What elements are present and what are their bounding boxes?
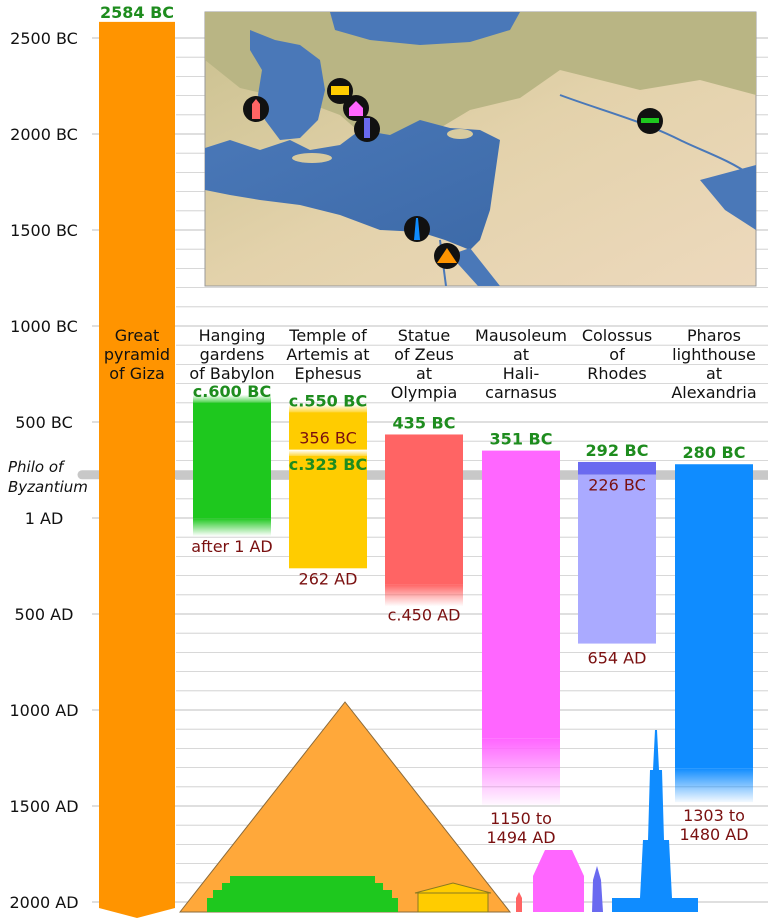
marker-babylon	[637, 108, 663, 134]
name-pharos: at	[706, 364, 722, 383]
map-gulf	[700, 165, 756, 230]
end-label-pharos: 1480 AD	[679, 825, 748, 844]
zeus-silhouette	[516, 892, 522, 912]
name-pharos: Pharos	[687, 326, 741, 345]
name-mausoleum: carnasus	[485, 383, 557, 402]
name-gardens: gardens	[200, 345, 265, 364]
name-colossus: Rhodes	[587, 364, 646, 383]
gap-start-label-artemis: 356 BC	[299, 429, 357, 448]
active-end-label-colossus: 226 BC	[588, 476, 646, 495]
name-zeus: of Zeus	[394, 345, 454, 364]
map-aegean	[250, 30, 325, 140]
name-artemis: Temple of	[288, 326, 367, 345]
y-tick-label: 1500 BC	[10, 221, 78, 240]
philo-label: Philo of	[8, 458, 66, 476]
gardens-silhouette	[207, 876, 398, 912]
wonder-bars	[99, 21, 753, 918]
map-cyprus	[447, 129, 473, 139]
name-artemis: Ephesus	[294, 364, 361, 383]
mediterranean-map	[204, 11, 757, 287]
name-pharos: lighthouse	[672, 345, 756, 364]
y-tick-label: 500 BC	[15, 413, 73, 432]
name-pyramid: of Giza	[109, 364, 165, 383]
gap-end-label-artemis: c.323 BC	[289, 455, 367, 474]
y-tick-label: 1000 BC	[10, 317, 78, 336]
bar-pharos-fadeout	[675, 768, 753, 803]
start-label-pharos: 280 BC	[683, 443, 746, 462]
bar-pharos	[675, 464, 753, 769]
name-pyramid: Great	[115, 326, 160, 345]
bar-artemis-fadein2	[289, 449, 367, 458]
y-tick-label: 2000 BC	[10, 125, 78, 144]
end-label-zeus: c.450 AD	[388, 605, 461, 624]
name-mausoleum: Hali-	[503, 364, 540, 383]
marker-pyramid	[434, 243, 460, 269]
pharos-silhouette	[612, 730, 698, 912]
y-tick-label: 1 AD	[25, 509, 64, 528]
end-label-artemis: 262 AD	[299, 569, 358, 588]
y-tick-label: 1500 AD	[9, 797, 78, 816]
map-red-sea	[450, 248, 500, 286]
marker-pharos	[404, 216, 430, 242]
bar-mausoleum-fadeout	[482, 738, 560, 805]
bar-zeus	[385, 434, 463, 585]
map-sea	[205, 120, 500, 250]
bar-gardens-fadeout	[193, 518, 271, 537]
name-colossus: of	[609, 345, 625, 364]
end-label-colossus: 654 AD	[588, 649, 647, 668]
start-label-gardens: c.600 BC	[193, 382, 271, 401]
bar-artemis-second	[289, 455, 367, 569]
bar-pyramid	[99, 21, 175, 918]
philo-label: Byzantium	[8, 478, 88, 496]
name-pharos: Alexandria	[671, 383, 756, 402]
name-mausoleum: at	[513, 345, 529, 364]
name-zeus: Olympia	[391, 383, 458, 402]
bar-colossus-standing	[578, 461, 656, 475]
bar-gardens	[193, 402, 271, 519]
name-mausoleum: Mausoleum	[475, 326, 567, 345]
bar-artemis-fadein	[289, 404, 367, 415]
marker-mausoleum	[343, 95, 369, 121]
map-black-sea	[330, 12, 520, 45]
colossus-silhouette	[592, 866, 603, 912]
start-label-zeus: 435 BC	[393, 413, 456, 432]
end-label-mausoleum: 1494 AD	[486, 828, 555, 847]
marker-colossus	[354, 116, 380, 142]
y-tick-label: 500 AD	[15, 605, 74, 624]
name-artemis: Artemis at	[286, 345, 369, 364]
end-label-pharos: 1303 to	[683, 806, 745, 825]
name-pyramid: pyramid	[104, 345, 170, 364]
bar-artemis-first	[289, 412, 367, 450]
map-crete	[292, 153, 332, 163]
marker-zeus	[243, 96, 269, 122]
map-river	[559, 94, 751, 176]
name-zeus: at	[416, 364, 432, 383]
name-gardens: Hanging	[199, 326, 266, 345]
map-land-north	[205, 12, 756, 150]
y-tick-label: 1000 AD	[9, 701, 78, 720]
bar-zeus-fadeout	[385, 584, 463, 607]
start-label-pyramid: 2584 BC	[100, 3, 174, 22]
bar-mausoleum	[482, 450, 560, 739]
marker-gardens-ephesus	[327, 78, 353, 104]
y-axis: 2500 BC 2000 BC 1500 BC 1000 BC 500 BC 1 AD 50…	[9, 29, 78, 912]
name-gardens: of Babylon	[189, 364, 274, 383]
end-label-mausoleum: 1150 to	[490, 809, 552, 828]
name-zeus: Statue	[398, 326, 451, 345]
bar-colossus-fallen	[578, 474, 656, 644]
mausoleum-silhouette	[533, 850, 584, 912]
start-label-mausoleum: 351 BC	[490, 430, 553, 449]
bar-gardens-fadein	[193, 394, 271, 405]
artemis-silhouette	[414, 882, 492, 913]
end-label-gardens: after 1 AD	[191, 537, 272, 556]
wonder-labels: 2584 BC c.600 BC after 1 AD c.550 BC 356 BC c…	[100, 3, 757, 847]
y-tick-label: 2500 BC	[10, 29, 78, 48]
name-colossus: Colossus	[582, 326, 652, 345]
y-tick-label: 2000 AD	[9, 893, 78, 912]
start-label-artemis: c.550 BC	[289, 391, 367, 410]
start-label-colossus: 292 BC	[586, 441, 649, 460]
wonder-silhouettes	[178, 701, 698, 913]
